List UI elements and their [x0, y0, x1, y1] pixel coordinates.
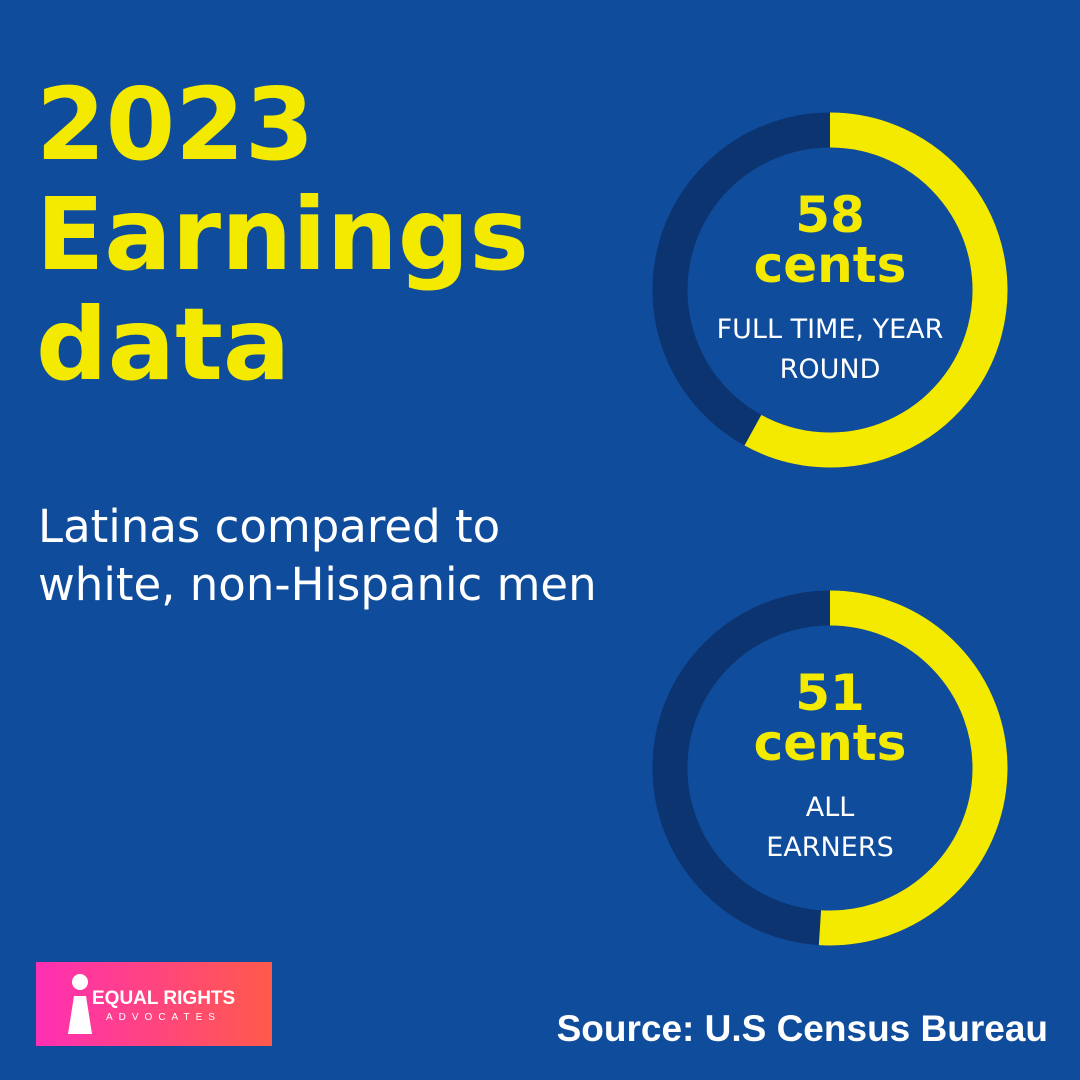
source: Source: U.S Census Bureau: [556, 1008, 1048, 1049]
donut-label: FULL TIME, YEAR ROUND: [716, 314, 944, 385]
donut-arc: [744, 112, 1008, 468]
donut-value: 51: [795, 664, 865, 722]
logo-icon: [68, 974, 92, 1034]
logo-line1: EQUAL RIGHTS: [92, 988, 236, 1009]
logo: EQUAL RIGHTS ADVOCATES: [36, 962, 272, 1046]
donut-value: 58: [795, 186, 865, 244]
subtitle: Latinas compared to white, non-Hispanic …: [38, 500, 597, 611]
donut-label: ALL EARNERS: [766, 792, 894, 863]
donut-arc: [818, 590, 1008, 946]
logo-line2: ADVOCATES: [106, 1012, 221, 1023]
title: 2023 Earnings data: [36, 66, 529, 403]
donut-unit: cents: [754, 714, 907, 772]
donut-unit: cents: [754, 236, 907, 294]
